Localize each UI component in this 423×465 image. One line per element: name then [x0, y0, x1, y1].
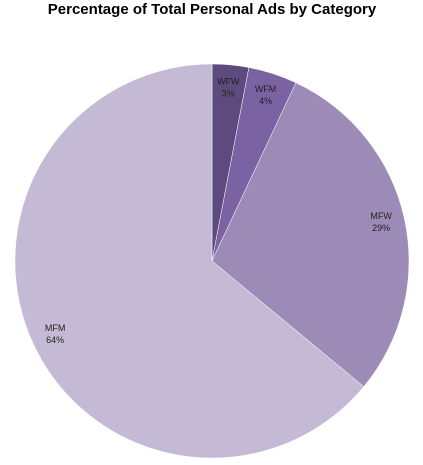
slice-label: WFM — [255, 84, 277, 94]
pie-slice — [211, 82, 410, 387]
slice-value-label: 29% — [372, 223, 390, 233]
chart-title: Percentage of Total Personal Ads by Cate… — [48, 1, 377, 18]
slice-value-label: 3% — [222, 88, 235, 98]
slice-value-label: 64% — [46, 335, 64, 345]
pie-slice — [14, 63, 365, 459]
slice-value-label: 4% — [259, 96, 272, 106]
slice-label: MFM — [45, 323, 66, 333]
slice-label: WFW — [217, 76, 240, 86]
slice-label: MFW — [370, 211, 392, 221]
